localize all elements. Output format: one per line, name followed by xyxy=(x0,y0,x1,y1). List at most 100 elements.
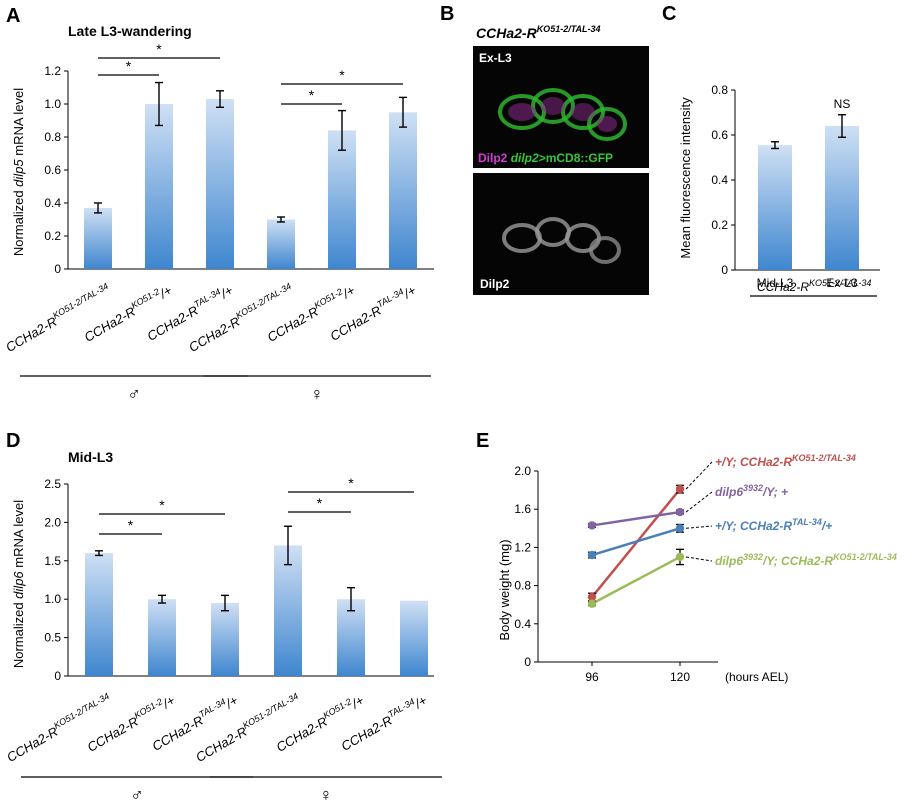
chart-a-significance-star: * xyxy=(156,41,162,57)
chart-d-group-symbol: ♂ xyxy=(130,785,144,800)
panel-label-d: D xyxy=(6,430,20,452)
chart-a-bar xyxy=(84,207,112,269)
chart-c-y-tick-label: 0 xyxy=(721,263,728,277)
chart-d-ylabel: Normalized dilp6 mRNA level xyxy=(11,500,26,668)
chart-c-y-tick-label: 0.2 xyxy=(711,218,728,232)
chart-a-bar xyxy=(389,112,417,269)
panel-label-a: A xyxy=(6,5,20,27)
micrograph-panel: CCHa2-RKO51-2/TAL-34 Ex-L3 Dilp2 dilp2>m… xyxy=(473,24,649,295)
chart-e-point xyxy=(675,507,685,517)
chart-e-y-tick-label: 0.8 xyxy=(514,579,531,593)
chart-d-bar xyxy=(337,599,365,676)
chart-c-ns-label: NS xyxy=(834,97,851,111)
chart-a-bar xyxy=(145,104,173,269)
chart-e-point xyxy=(675,484,685,494)
chart-e-x-tick-label: 120 xyxy=(670,670,690,684)
panel-label-e: E xyxy=(476,430,489,452)
chart-a-bar xyxy=(267,219,295,269)
chart-d-significance-star: * xyxy=(348,475,354,491)
chart-c-y-tick-label: 0.8 xyxy=(711,83,728,97)
micrograph-bottom-label: Dilp2 xyxy=(480,277,510,291)
chart-d-bar xyxy=(274,545,302,676)
chart-e-series-label: +/Y; CCHa2-RTAL-34/+ xyxy=(715,517,832,533)
chart-d-group-symbol: ♀ xyxy=(319,785,333,800)
chart-c-bar xyxy=(758,145,792,270)
chart-e-y-tick-label: 1.2 xyxy=(514,540,531,554)
chart-a-title: Late L3-wandering xyxy=(68,23,192,39)
chart-a-ylabel: Normalized dilp5 mRNA level xyxy=(11,88,26,256)
chart-a-significance-star: * xyxy=(309,87,315,103)
chart-e-leader-line xyxy=(685,461,713,490)
chart-e-y-tick-label: 2.0 xyxy=(514,464,531,478)
chart-d-significance-star: * xyxy=(317,495,323,511)
chart-a-y-tick-label: 1.0 xyxy=(44,97,61,111)
chart-d-y-tick-label: 0.5 xyxy=(44,631,61,645)
chart-e-series-label: dilp63932/Y; CCHa2-RKO51-2/TAL-34 xyxy=(715,552,897,568)
chart-a-significance-star: * xyxy=(126,58,132,74)
chart-a-group-symbol: ♂ xyxy=(127,384,141,404)
chart-e-ylabel: Body weight (mg) xyxy=(497,539,512,640)
chart-e-series-line xyxy=(591,527,681,557)
chart-e-leader-line xyxy=(685,491,713,513)
chart-a-y-tick-label: 0.6 xyxy=(44,163,61,177)
chart-a-bar xyxy=(328,130,356,269)
chart-a-y-tick-label: 0 xyxy=(54,262,61,276)
micrograph-title: CCHa2-RKO51-2/TAL-34 xyxy=(476,24,601,41)
chart-d-bar xyxy=(400,600,428,676)
chart-e-point xyxy=(587,592,597,602)
chart-e-point xyxy=(587,521,597,530)
gfp-cell-cluster xyxy=(498,88,627,141)
chart-a-y-tick-label: 0.2 xyxy=(44,229,61,243)
chart-e-point xyxy=(587,550,597,560)
chart-e-x-tick-label: 96 xyxy=(585,670,599,684)
chart-a-category-label: CCHa2-RKO51-2/TAL-34 xyxy=(2,281,113,355)
chart-e-series-line xyxy=(591,555,681,605)
micrograph-top-label: Ex-L3 xyxy=(479,51,512,65)
chart-d-category-label: CCHa2-RKO51-2/TAL-34 xyxy=(3,691,114,765)
panel-label-b: B xyxy=(440,3,454,25)
chart-c-y-tick-label: 0.6 xyxy=(711,128,728,142)
dilp2-cell-cluster xyxy=(502,217,621,264)
chart-e-point xyxy=(675,552,685,562)
chart-e-leader-line xyxy=(685,525,713,529)
chart-e-point xyxy=(675,524,685,533)
chart-c-category-label: Mid-L3 xyxy=(757,276,794,290)
chart-c-y-tick-label: 0.4 xyxy=(711,173,728,187)
chart-e-series-label: dilp63932/Y; + xyxy=(715,483,788,499)
chart-e-series-line xyxy=(591,488,681,598)
micrograph-bottom-image xyxy=(473,173,649,295)
chart-a-y-tick-label: 0.4 xyxy=(44,196,61,210)
chart-e-point xyxy=(587,599,597,608)
chart-c-ylabel: Mean fluorescence intensity xyxy=(678,97,693,259)
chart-a-bar xyxy=(206,99,234,269)
chart-c-group-label: CCHa2-RKO51-2/TAL-34 xyxy=(757,278,871,294)
chart-d-bar xyxy=(85,553,113,676)
chart-e-y-tick-label: 0 xyxy=(524,655,531,669)
chart-a-significance-star: * xyxy=(339,67,345,83)
chart-d-y-tick-label: 1.0 xyxy=(44,592,61,606)
chart-c-category-label: Ex-L3 xyxy=(826,276,858,290)
chart-d-y-tick-label: 2.0 xyxy=(44,515,61,529)
chart-d-significance-star: * xyxy=(128,517,134,533)
chart-d-title: Mid-L3 xyxy=(68,449,113,465)
chart-e-y-tick-label: 0.4 xyxy=(514,617,531,631)
panel-label-c: C xyxy=(662,3,676,25)
chart-a-y-tick-label: 0.8 xyxy=(44,130,61,144)
chart-e-leader-line xyxy=(685,556,713,562)
chart-d-y-tick-label: 0 xyxy=(54,669,61,683)
micrograph-legend: Dilp2 dilp2>mCD8::GFP xyxy=(478,151,613,165)
chart-a-category-label: CCHa2-RKO51-2/TAL-34 xyxy=(185,281,296,355)
chart-d-y-tick-label: 2.5 xyxy=(44,477,61,491)
chart-e-series-line xyxy=(591,510,681,527)
chart-d-significance-star: * xyxy=(159,497,165,513)
chart-d-bar xyxy=(211,603,239,676)
chart-d-bar xyxy=(148,599,176,676)
chart-c-bar xyxy=(825,126,859,270)
chart-e-x-unit: (hours AEL) xyxy=(725,670,788,684)
chart-e-series-label: +/Y; CCHa2-RKO51-2/TAL-34 xyxy=(715,453,856,469)
chart-e-y-tick-label: 1.6 xyxy=(514,502,531,516)
chart-a-y-tick-label: 1.2 xyxy=(44,64,61,78)
chart-d-y-tick-label: 1.5 xyxy=(44,554,61,568)
chart-a-group-symbol: ♀ xyxy=(310,384,324,404)
